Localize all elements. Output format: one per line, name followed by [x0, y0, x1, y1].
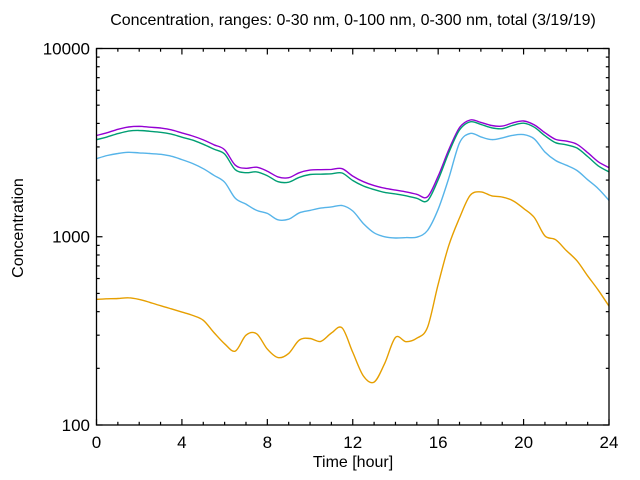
x-tick-label: 20: [514, 433, 533, 452]
series-group: [96, 119, 609, 384]
series-line-0-30-nm: [96, 191, 609, 384]
y-tick-label: 100: [62, 416, 90, 435]
x-tick-label: 4: [177, 433, 186, 452]
chart-title: Concentration, ranges: 0-30 nm, 0-100 nm…: [110, 12, 596, 29]
series-line-total: [96, 119, 609, 199]
y-tick-label: 10000: [43, 39, 90, 58]
x-tick-label: 16: [429, 433, 448, 452]
plot-border: [95, 47, 610, 426]
series-line-0-300-nm: [96, 120, 609, 203]
x-tick-label: 12: [343, 433, 362, 452]
y-axis-label: Concentration: [10, 178, 27, 278]
x-tick-label: 24: [600, 433, 619, 452]
y-tick-label: 1000: [52, 228, 90, 247]
x-tick-label: 0: [92, 433, 101, 452]
x-axis-label: Time [hour]: [312, 454, 394, 471]
series-line-0-100-nm: [96, 132, 609, 239]
x-tick-label: 8: [263, 433, 272, 452]
